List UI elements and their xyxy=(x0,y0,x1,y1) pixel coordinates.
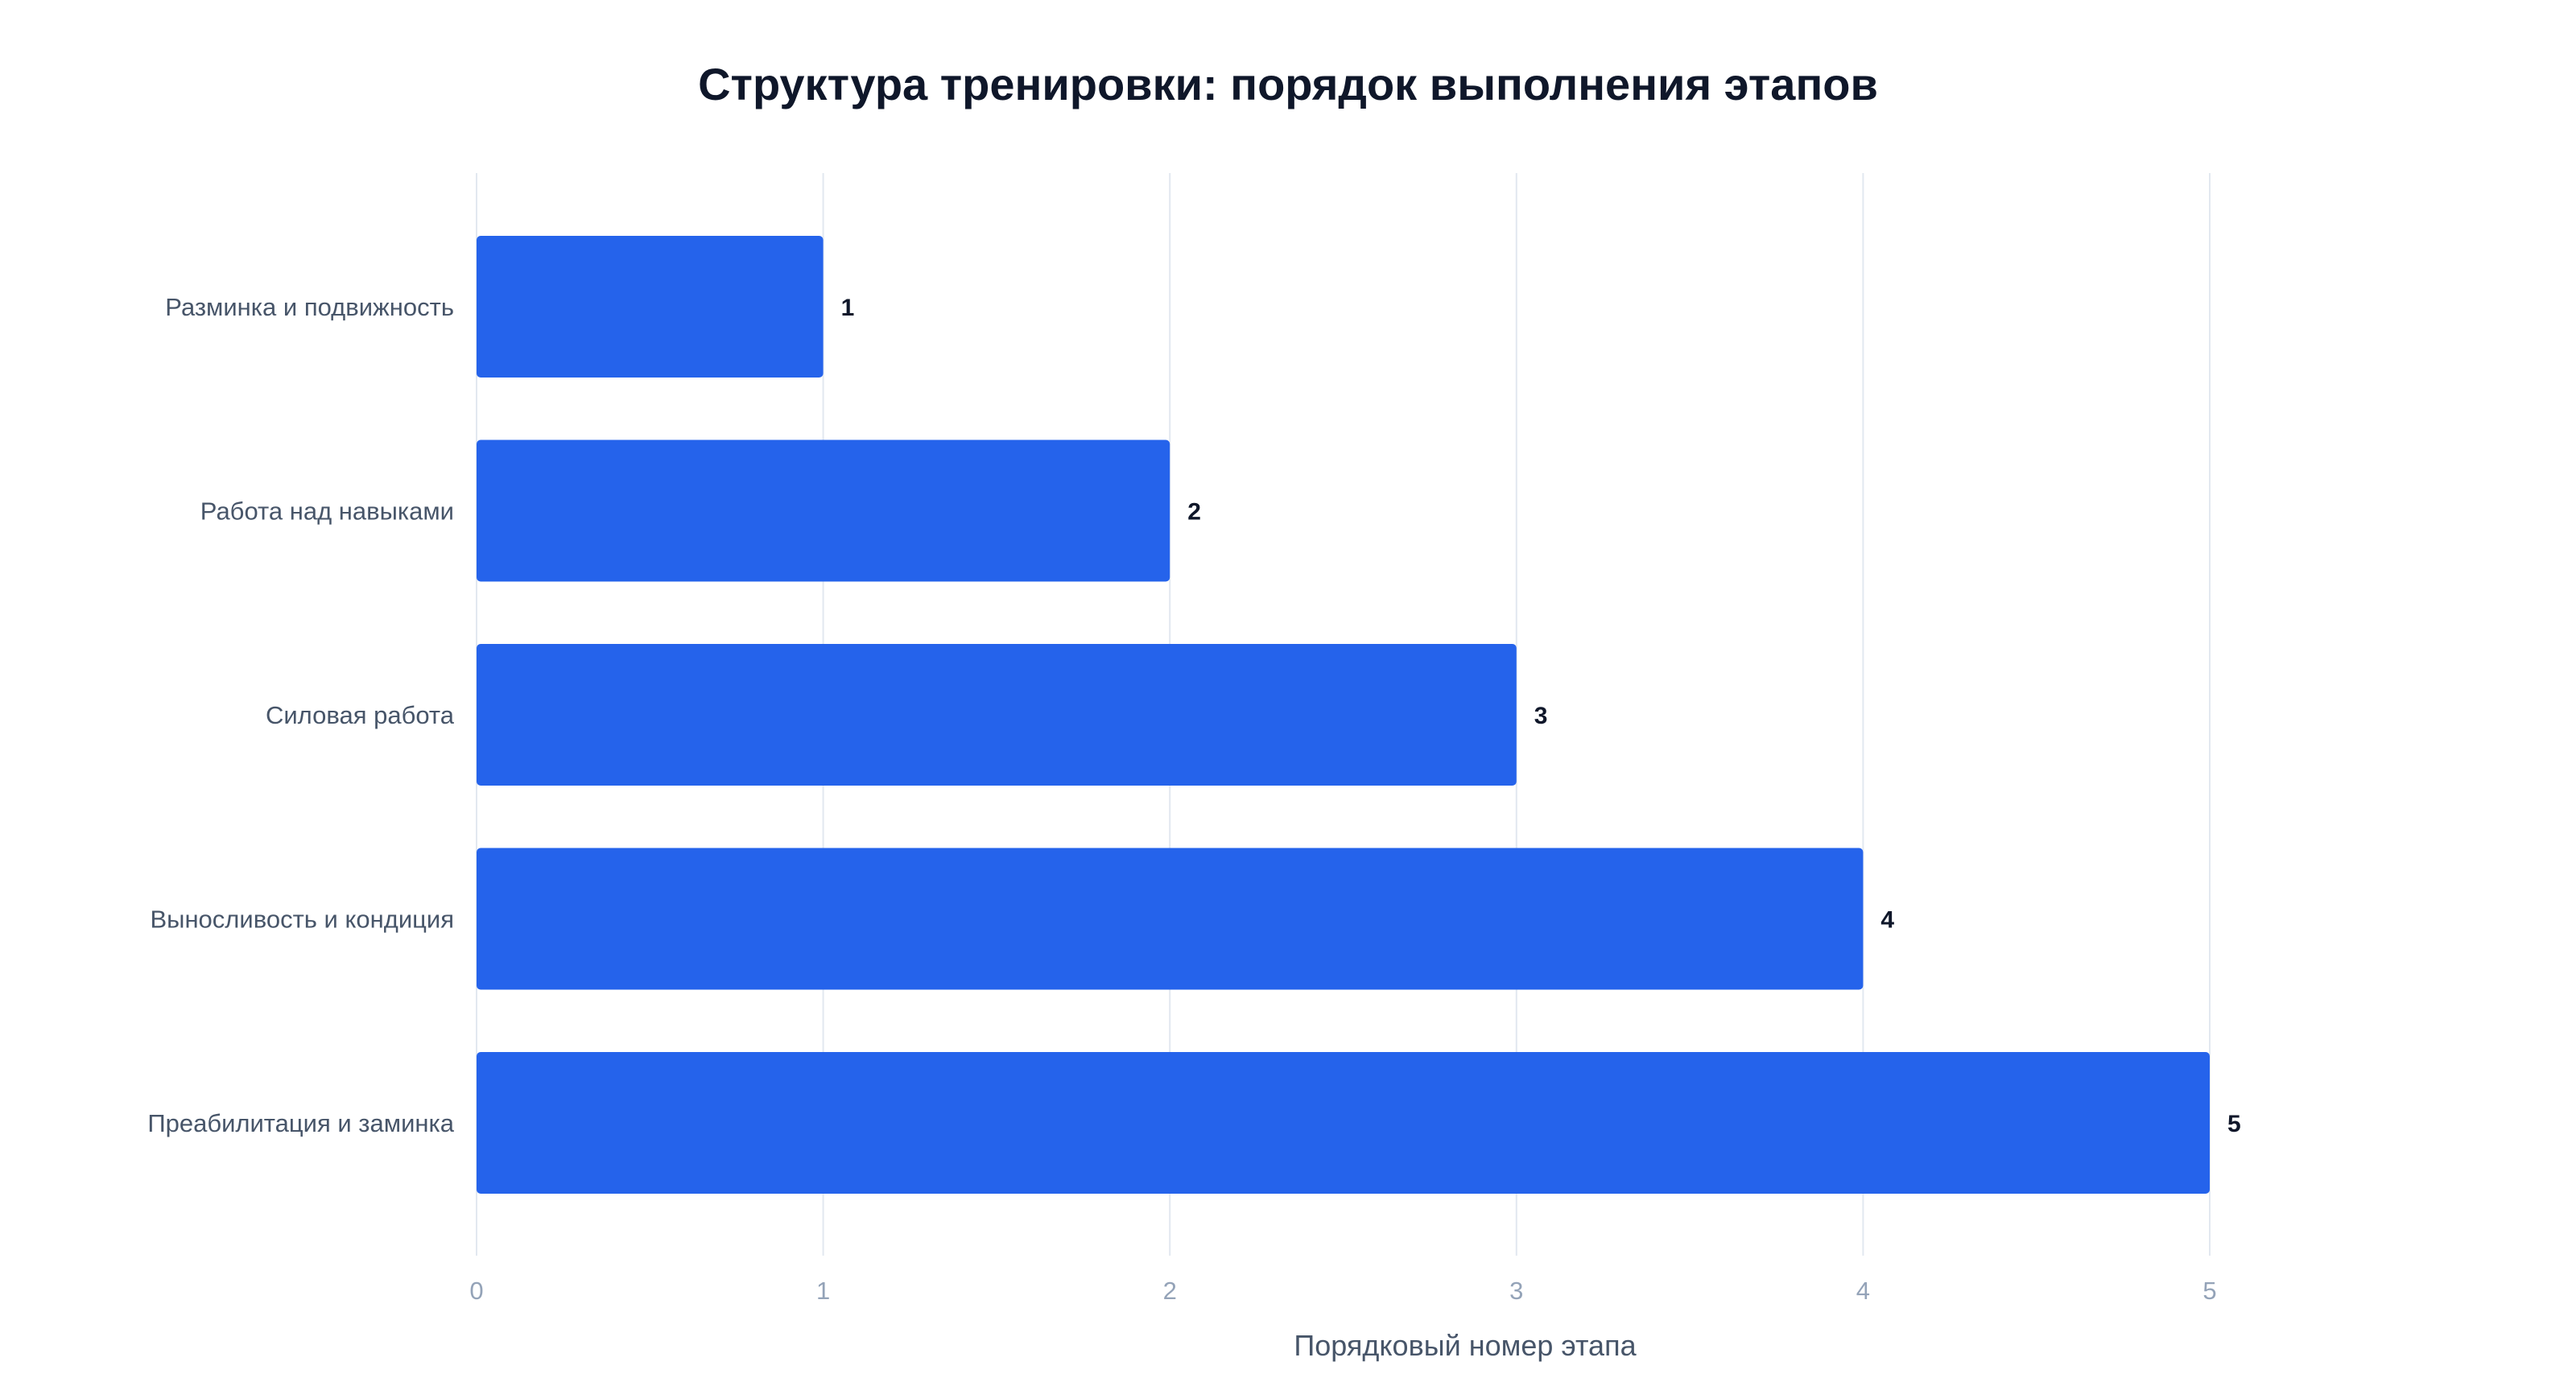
data-label: 3 xyxy=(1534,703,1548,729)
category-label: Разминка и подвижность xyxy=(165,293,454,321)
x-axis-ticks: 0 1 2 3 4 5 xyxy=(469,1277,2216,1305)
data-labels: 1 2 3 4 5 xyxy=(841,295,2241,1137)
category-labels: Разминка и подвижность Работа над навыкам… xyxy=(147,293,454,1137)
bars xyxy=(477,236,2210,1194)
bar xyxy=(477,236,824,378)
data-label: 2 xyxy=(1187,499,1201,526)
chart-title: Структура тренировки: порядок выполнения… xyxy=(698,59,1878,109)
bar xyxy=(477,644,1517,786)
data-label: 1 xyxy=(841,295,855,321)
x-tick-label: 4 xyxy=(1856,1277,1870,1305)
x-tick-label: 1 xyxy=(816,1277,830,1305)
x-axis-label: Порядковый номер этапа xyxy=(1294,1329,1637,1362)
category-label: Выносливость и кондиция xyxy=(150,906,454,934)
x-tick-label: 5 xyxy=(2202,1277,2216,1305)
data-label: 4 xyxy=(1880,907,1894,934)
x-tick-label: 3 xyxy=(1509,1277,1523,1305)
bar xyxy=(477,1052,2210,1194)
bar xyxy=(477,848,1864,990)
bar xyxy=(477,439,1170,582)
x-tick-label: 2 xyxy=(1163,1277,1177,1305)
data-label: 5 xyxy=(2227,1111,2241,1137)
x-tick-label: 0 xyxy=(469,1277,483,1305)
category-label: Силовая работа xyxy=(266,701,455,729)
category-label: Преабилитация и заминка xyxy=(147,1109,454,1137)
category-label: Работа над навыками xyxy=(200,497,454,526)
